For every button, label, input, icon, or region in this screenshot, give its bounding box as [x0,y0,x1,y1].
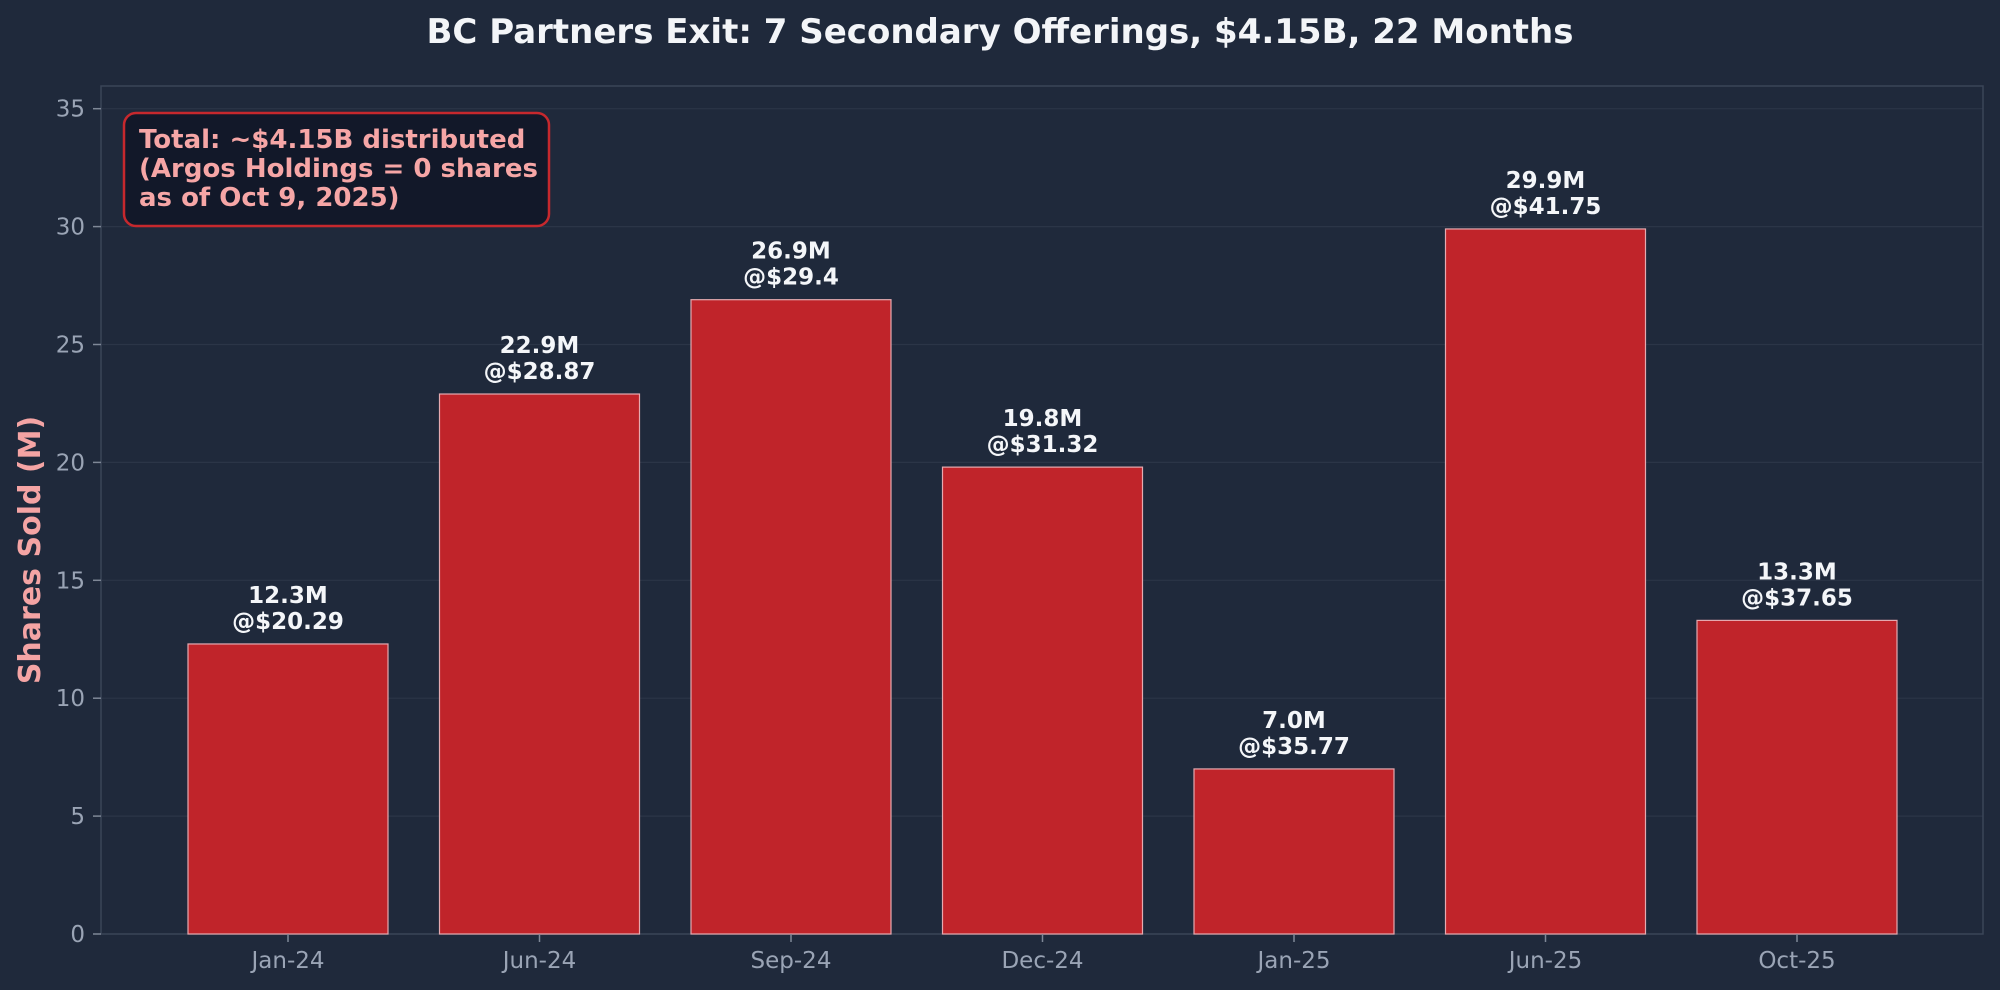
y-tick-label: 25 [56,333,85,359]
annotation-line-3: as of Oct 9, 2025) [139,183,400,213]
bar [690,299,892,935]
bar [1696,619,1898,935]
bar-value-label: 22.9M [500,333,580,359]
annotation-frame [122,111,551,228]
chart-title: BC Partners Exit: 7 Secondary Offerings,… [426,12,1573,52]
x-tick-label: Oct-25 [1758,948,1835,974]
bar-price-label: @$20.29 [232,609,344,635]
bar-value-label: 29.9M [1506,168,1586,194]
bar-value-label: 13.3M [1757,559,1837,585]
bar-value-label: 26.9M [751,239,831,265]
annotation-line-1: Total: ~$4.15B distributed [139,125,525,155]
y-axis: 0 5 10 15 20 25 30 35 [56,97,101,948]
bar [438,393,641,935]
bar [941,466,1144,935]
bar-value-label: 12.3M [248,583,328,609]
y-tick-label: 5 [70,804,85,830]
bar [1444,228,1647,935]
annotation-line-2: (Argos Holdings = 0 shares [139,154,538,184]
x-tick-label: Jun-24 [501,948,577,974]
bar [1193,768,1395,935]
bar-value-label: 7.0M [1262,708,1326,734]
y-tick-label: 0 [70,922,85,948]
annotation-box: Total: ~$4.15B distributed (Argos Holdin… [122,111,551,228]
x-tick-label: Sep-24 [751,948,832,974]
x-tick-label: Jan-25 [1255,948,1330,974]
y-tick-label: 30 [56,215,85,241]
bar-price-label: @$31.32 [987,432,1099,458]
bar [187,643,389,935]
x-tick-label: Jan-24 [249,948,324,974]
y-tick-label: 35 [56,97,85,123]
bar-price-label: @$37.65 [1741,585,1853,611]
y-tick-label: 10 [56,686,85,712]
bar-price-label: @$35.77 [1238,734,1350,760]
bar-price-label: @$29.4 [743,265,839,291]
bars: 12.3M@$20.29 22.9M@$28.87 26.9M@$29.4 19.8M… [187,168,1898,935]
y-axis-label: Shares Sold (M) [13,416,48,684]
y-tick-label: 15 [56,568,85,594]
bar-value-label: 19.8M [1003,406,1083,432]
x-axis: Jan-24 Jun-24 Sep-24 Dec-24 Jan-25 Jun-25 Oct-… [249,934,1836,974]
bar-price-label: @$28.87 [484,359,596,385]
x-tick-label: Dec-24 [1001,948,1083,974]
x-tick-label: Jun-25 [1507,948,1583,974]
y-tick-label: 20 [56,450,85,476]
bar-price-label: @$41.75 [1490,194,1602,220]
